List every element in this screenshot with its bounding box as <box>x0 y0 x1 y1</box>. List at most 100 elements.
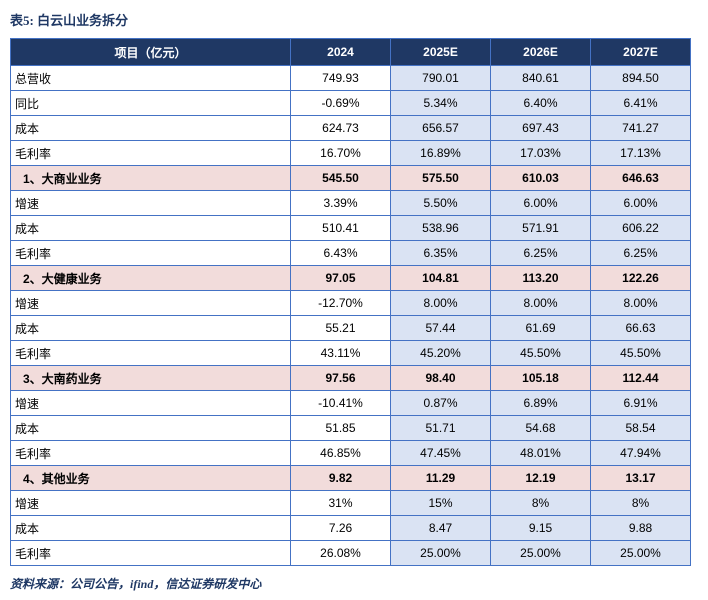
row-value: 122.26 <box>590 265 691 291</box>
table-row: 毛利率 16.70% 16.89% 17.03% 17.13% <box>10 140 691 166</box>
row-label: 增速 <box>10 290 291 316</box>
row-value: 575.50 <box>390 165 491 191</box>
row-value: 610.03 <box>490 165 591 191</box>
row-label: 成本 <box>10 215 291 241</box>
category-row: 2、大健康业务 97.05 104.81 113.20 122.26 <box>10 265 691 291</box>
data-table: 项目（亿元） 2024 2025E 2026E 2027E 总营收 749.93 7… <box>10 38 691 566</box>
row-value: 16.70% <box>290 140 391 166</box>
row-label: 成本 <box>10 415 291 441</box>
category-row: 3、大南药业务 97.56 98.40 105.18 112.44 <box>10 365 691 391</box>
row-value: 58.54 <box>590 415 691 441</box>
row-label: 2、大健康业务 <box>10 265 291 291</box>
table-body: 总营收 749.93 790.01 840.61 894.50 同比 -0.69% 5.34%… <box>10 65 691 566</box>
row-label: 3、大南药业务 <box>10 365 291 391</box>
row-value: -10.41% <box>290 390 391 416</box>
row-value: 45.50% <box>590 340 691 366</box>
row-value: 31% <box>290 490 391 516</box>
table-row: 增速 -10.41% 0.87% 6.89% 6.91% <box>10 390 691 416</box>
row-label: 毛利率 <box>10 540 291 566</box>
table-row: 成本 55.21 57.44 61.69 66.63 <box>10 315 691 341</box>
row-value: 9.88 <box>590 515 691 541</box>
row-value: 7.26 <box>290 515 391 541</box>
row-value: 6.00% <box>590 190 691 216</box>
row-value: 46.85% <box>290 440 391 466</box>
row-value: 790.01 <box>390 65 491 91</box>
row-value: 13.17 <box>590 465 691 491</box>
header-2027e: 2027E <box>590 38 691 66</box>
row-value: 48.01% <box>490 440 591 466</box>
row-value: 17.03% <box>490 140 591 166</box>
row-label: 成本 <box>10 515 291 541</box>
table-row: 毛利率 26.08% 25.00% 25.00% 25.00% <box>10 540 691 566</box>
row-value: 11.29 <box>390 465 491 491</box>
row-value: 6.25% <box>490 240 591 266</box>
table-row: 同比 -0.69% 5.34% 6.40% 6.41% <box>10 90 691 116</box>
row-value: 646.63 <box>590 165 691 191</box>
row-value: 6.43% <box>290 240 391 266</box>
row-value: 8% <box>490 490 591 516</box>
row-value: 66.63 <box>590 315 691 341</box>
row-value: 656.57 <box>390 115 491 141</box>
row-value: 8% <box>590 490 691 516</box>
row-value: 51.85 <box>290 415 391 441</box>
table-row: 成本 624.73 656.57 697.43 741.27 <box>10 115 691 141</box>
row-value: 6.89% <box>490 390 591 416</box>
row-value: 3.39% <box>290 190 391 216</box>
row-value: 840.61 <box>490 65 591 91</box>
row-value: 8.47 <box>390 515 491 541</box>
row-label: 毛利率 <box>10 440 291 466</box>
row-value: -0.69% <box>290 90 391 116</box>
row-label: 增速 <box>10 190 291 216</box>
table-row: 毛利率 46.85% 47.45% 48.01% 47.94% <box>10 440 691 466</box>
row-label: 1、大商业业务 <box>10 165 291 191</box>
table-row: 成本 51.85 51.71 54.68 58.54 <box>10 415 691 441</box>
row-value: 57.44 <box>390 315 491 341</box>
row-value: 25.00% <box>490 540 591 566</box>
table-row: 毛利率 43.11% 45.20% 45.50% 45.50% <box>10 340 691 366</box>
row-value: 749.93 <box>290 65 391 91</box>
header-row: 项目（亿元） 2024 2025E 2026E 2027E <box>10 38 691 66</box>
table-row: 增速 31% 15% 8% 8% <box>10 490 691 516</box>
row-value: 25.00% <box>390 540 491 566</box>
row-value: 697.43 <box>490 115 591 141</box>
source-note: 资料来源：公司公告，ifind，信达证券研发中心 <box>10 577 262 591</box>
table-row: 增速 3.39% 5.50% 6.00% 6.00% <box>10 190 691 216</box>
header-2025e: 2025E <box>390 38 491 66</box>
row-label: 毛利率 <box>10 340 291 366</box>
row-value: 47.45% <box>390 440 491 466</box>
row-value: 6.41% <box>590 90 691 116</box>
row-value: 54.68 <box>490 415 591 441</box>
header-2026e: 2026E <box>490 38 591 66</box>
row-value: 5.50% <box>390 190 491 216</box>
row-value: 105.18 <box>490 365 591 391</box>
row-label: 毛利率 <box>10 140 291 166</box>
row-value: 8.00% <box>390 290 491 316</box>
row-value: 45.50% <box>490 340 591 366</box>
row-value: 5.34% <box>390 90 491 116</box>
table-title: 表5: 白云山业务拆分 <box>10 13 129 28</box>
row-label: 同比 <box>10 90 291 116</box>
table-row: 总营收 749.93 790.01 840.61 894.50 <box>10 65 691 91</box>
category-row: 1、大商业业务 545.50 575.50 610.03 646.63 <box>10 165 691 191</box>
row-value: 545.50 <box>290 165 391 191</box>
row-value: 894.50 <box>590 65 691 91</box>
table-row: 毛利率 6.43% 6.35% 6.25% 6.25% <box>10 240 691 266</box>
row-value: 104.81 <box>390 265 491 291</box>
table-row: 成本 510.41 538.96 571.91 606.22 <box>10 215 691 241</box>
row-label: 增速 <box>10 490 291 516</box>
row-value: 17.13% <box>590 140 691 166</box>
row-value: 12.19 <box>490 465 591 491</box>
row-value: 26.08% <box>290 540 391 566</box>
row-value: 112.44 <box>590 365 691 391</box>
row-value: 61.69 <box>490 315 591 341</box>
row-value: 15% <box>390 490 491 516</box>
row-value: 98.40 <box>390 365 491 391</box>
row-value: 113.20 <box>490 265 591 291</box>
row-label: 增速 <box>10 390 291 416</box>
row-value: 47.94% <box>590 440 691 466</box>
row-value: 43.11% <box>290 340 391 366</box>
row-value: 571.91 <box>490 215 591 241</box>
row-label: 成本 <box>10 315 291 341</box>
row-value: 624.73 <box>290 115 391 141</box>
table-row: 增速 -12.70% 8.00% 8.00% 8.00% <box>10 290 691 316</box>
